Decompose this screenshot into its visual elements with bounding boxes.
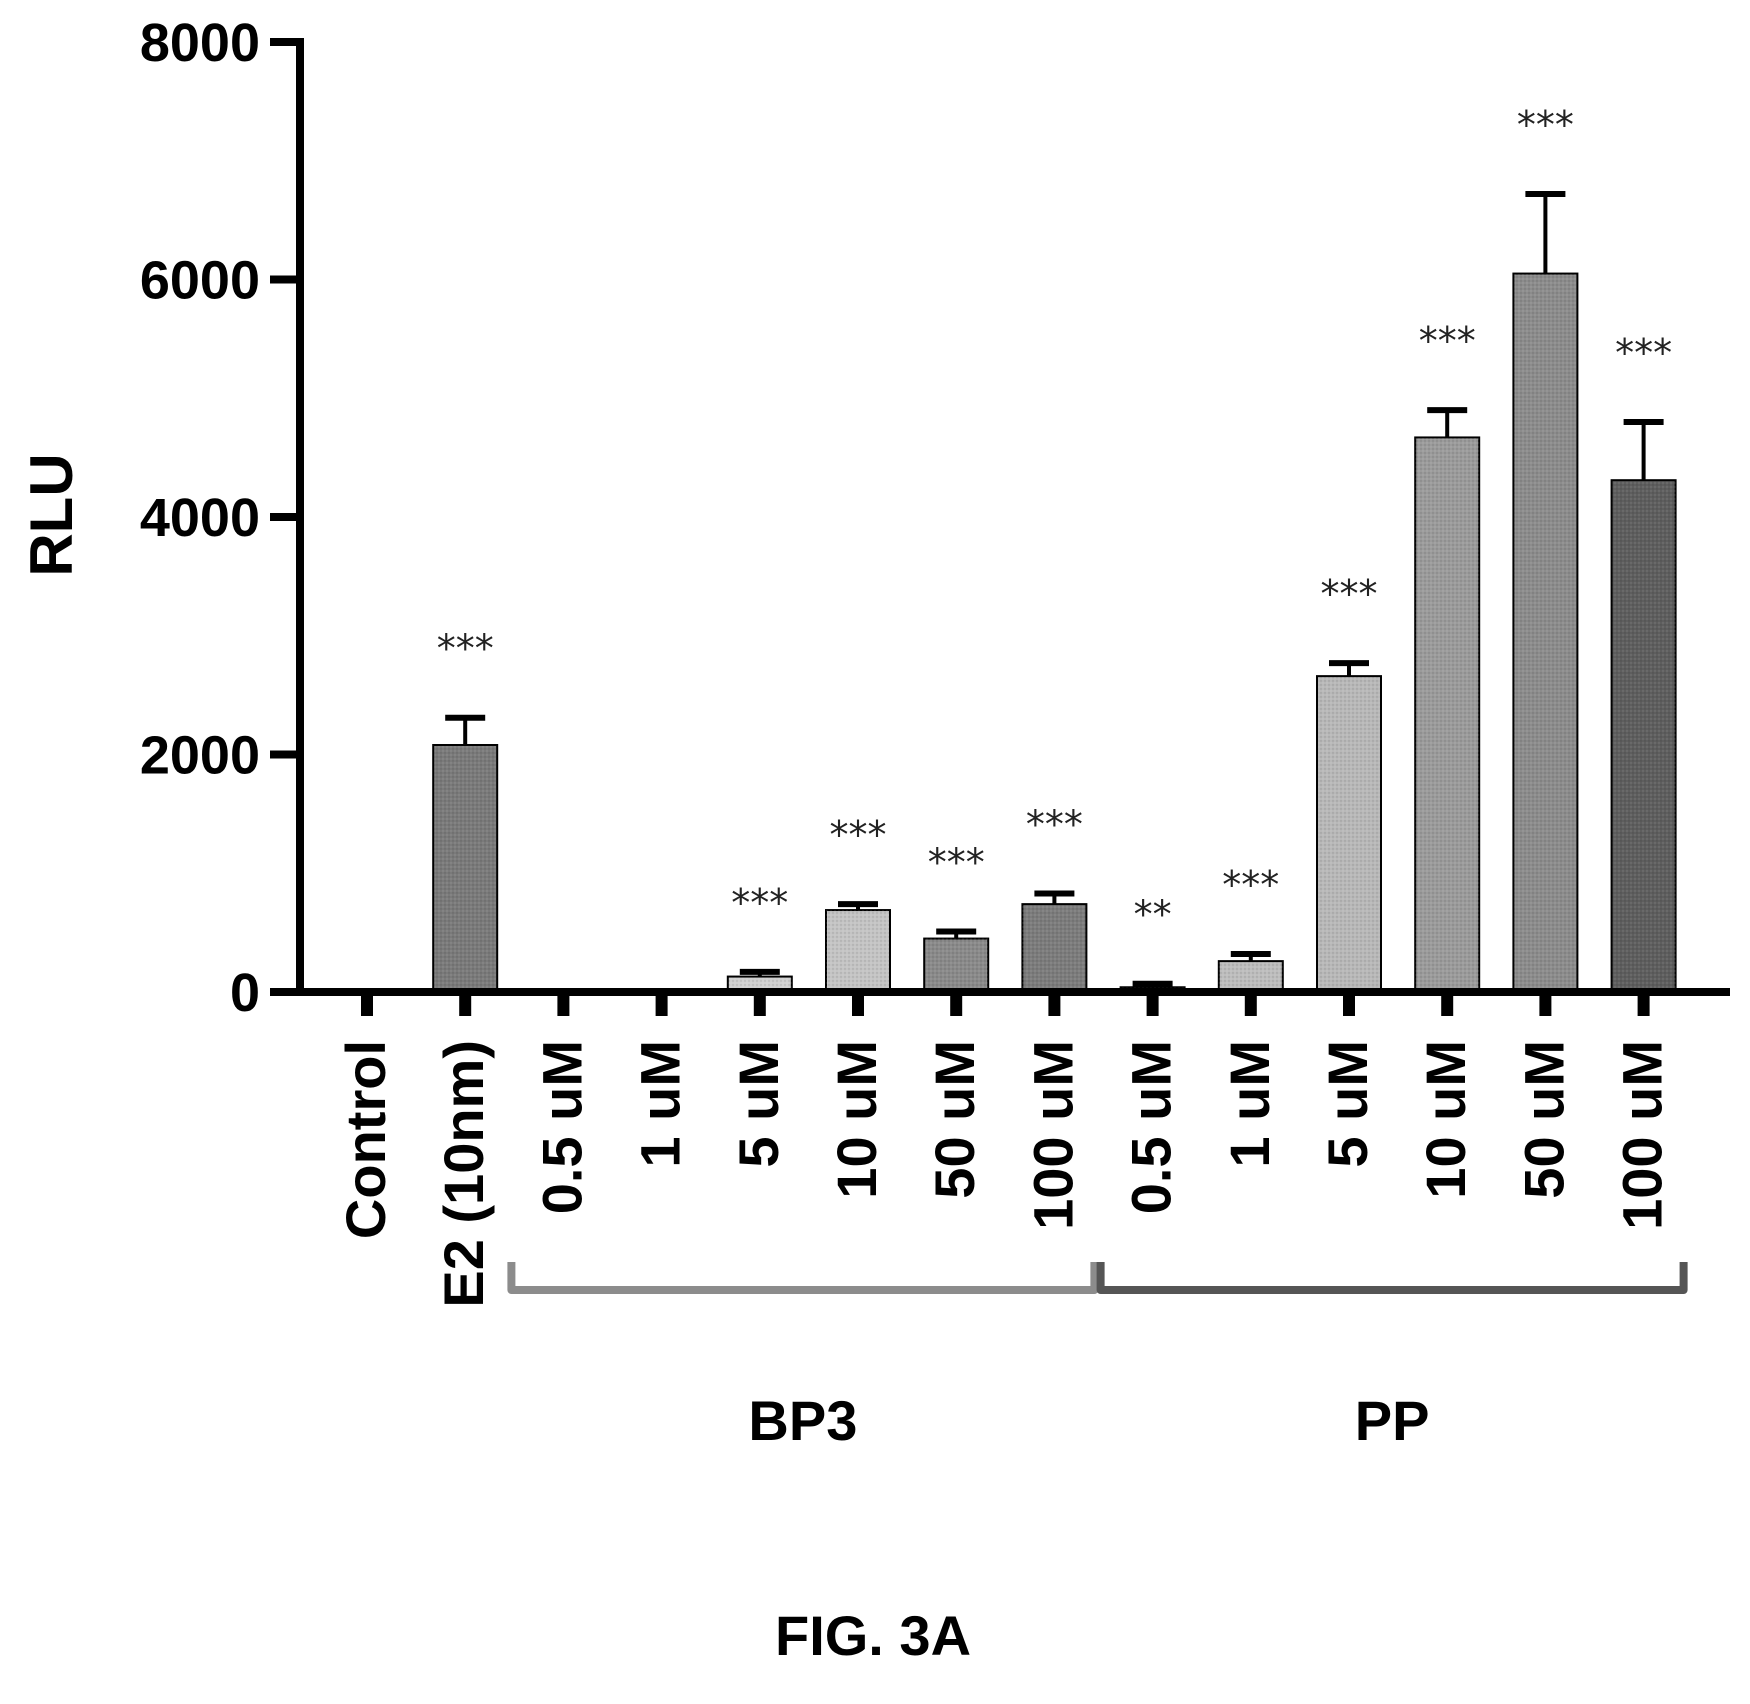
labels-layer: Control *** E2 (10nm) 0.5 uM 1 uM *** 5 uM *** 1… [140,13,1674,1452]
y-tick-label: 6000 [140,251,260,311]
group-bracket [507,1262,1099,1294]
category-label: 0.5 uM [1120,1040,1183,1214]
category-label: 5 uM [727,1040,790,1168]
y-axis-title: RLU [18,453,85,576]
significance-mark: *** [437,627,494,671]
bar-texture [826,910,890,992]
y-tick-label: 2000 [140,726,260,786]
bar-texture [433,745,498,992]
category-label: 0.5 uM [530,1040,593,1214]
category-label: 50 uM [923,1040,986,1199]
category-label: 10 uM [1414,1040,1477,1199]
figure-caption: FIG. 3A [775,1604,971,1667]
significance-mark: *** [1026,802,1083,846]
category-label: 100 uM [1611,1040,1674,1230]
axes-layer [270,38,1730,1294]
category-label: E2 (10nm) [432,1040,495,1308]
group-label: BP3 [748,1389,857,1452]
category-label: 100 uM [1021,1040,1084,1230]
bar-texture [924,938,989,992]
significance-mark: *** [830,813,887,857]
significance-mark: ** [1134,893,1172,937]
significance-mark: *** [1517,103,1574,147]
bar-texture [1022,904,1087,992]
bar-texture [1611,480,1676,992]
group-bracket [1096,1262,1688,1294]
bar-texture [1317,676,1381,992]
significance-mark: *** [731,881,788,925]
significance-mark: *** [1615,331,1672,375]
category-label: 1 uM [629,1040,692,1168]
category-label: Control [334,1040,397,1239]
significance-mark: *** [1222,863,1279,907]
significance-mark: *** [1419,319,1476,363]
bar-texture [1218,961,1283,992]
y-tick-label: 0 [230,963,260,1023]
bars-layer [432,191,1677,993]
group-label: PP [1355,1389,1430,1452]
y-tick-label: 4000 [140,488,260,548]
y-tick-label: 8000 [140,13,260,73]
significance-mark: *** [928,840,985,884]
bar-texture [1513,273,1578,992]
category-label: 5 uM [1316,1040,1379,1168]
category-label: 10 uM [825,1040,888,1199]
category-label: 1 uM [1218,1040,1281,1168]
category-label: 50 uM [1512,1040,1575,1199]
significance-mark: *** [1321,572,1378,616]
bar-texture [1415,437,1480,992]
